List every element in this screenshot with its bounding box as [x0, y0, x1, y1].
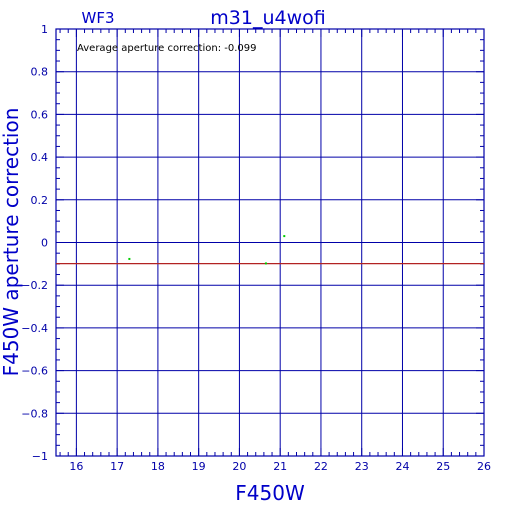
- data-points: [128, 235, 286, 265]
- x-tick-label: 24: [395, 460, 409, 473]
- x-tick-label: 21: [273, 460, 287, 473]
- data-point: [264, 262, 267, 265]
- tick-labels: 16 17 18 19 20 21 22 23 24 25 26 −1 −0.8 −0.6 −0.4 −0.2…: [21, 23, 491, 473]
- y-tick-label: −0.2: [21, 279, 48, 292]
- x-tick-label: 16: [69, 460, 83, 473]
- chart-title: m31_u4wofi: [210, 7, 325, 29]
- x-tick-label: 18: [151, 460, 165, 473]
- y-axis-title: F450W aperture correction: [0, 108, 23, 377]
- y-tick-label: 0.8: [31, 66, 49, 79]
- data-point: [283, 235, 286, 238]
- x-tick-label: 19: [192, 460, 206, 473]
- x-tick-label: 17: [110, 460, 124, 473]
- y-tick-label: 0.4: [31, 151, 49, 164]
- x-tick-label: 26: [477, 460, 491, 473]
- chip-label: WF3: [81, 9, 114, 27]
- x-axis-title: F450W: [235, 481, 305, 505]
- ticks: [56, 28, 485, 457]
- y-tick-label: 0.6: [31, 108, 49, 121]
- average-correction-annotation: Average aperture correction: -0.099: [77, 43, 257, 54]
- y-tick-label: −0.4: [21, 322, 48, 335]
- x-tick-label: 20: [232, 460, 246, 473]
- data-point: [128, 257, 131, 260]
- y-tick-label: 0: [41, 237, 48, 250]
- y-tick-label: −0.8: [21, 407, 48, 420]
- grid: [56, 28, 485, 457]
- x-tick-label: 23: [355, 460, 369, 473]
- y-tick-label: −1: [32, 450, 48, 463]
- y-tick-label: 1: [41, 23, 48, 36]
- y-tick-label: −0.6: [21, 365, 48, 378]
- x-tick-label: 25: [436, 460, 450, 473]
- y-tick-label: 0.2: [31, 194, 49, 207]
- x-tick-label: 22: [314, 460, 328, 473]
